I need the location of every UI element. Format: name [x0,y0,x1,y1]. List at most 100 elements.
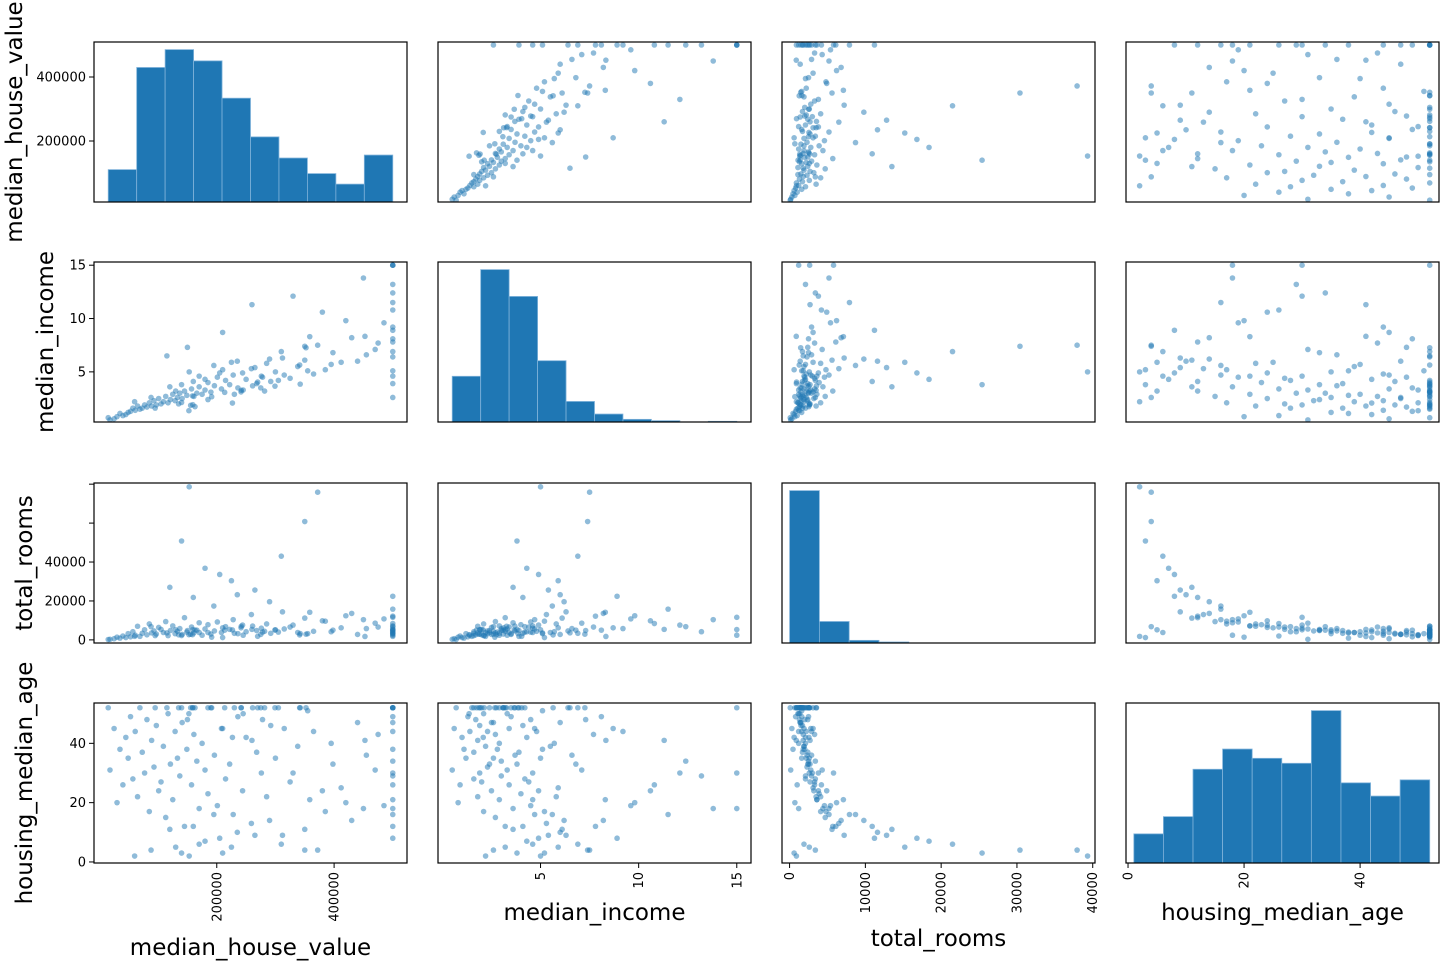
scatter-point [1206,334,1213,341]
scatter-point [474,793,481,800]
scatter-point [343,799,349,806]
panel-content [449,704,740,859]
x-tick-label: 20 [1238,872,1253,889]
scatter-point [389,593,396,600]
scatter-point [883,832,890,839]
scatter-point [179,395,185,402]
scatter-point [1235,47,1242,53]
scatter-point [537,153,544,159]
scatter-point [584,847,591,853]
scatter-point [539,88,546,95]
scatter-point [841,355,847,361]
scatter-point [1154,359,1160,366]
panel-content [449,42,740,202]
scatter-point [801,396,807,403]
scatter-point [471,183,477,190]
panel-frame [781,702,1096,864]
scatter-point [181,388,188,394]
scatter-point [130,776,136,782]
scatter-point [1218,616,1224,623]
scatter-point [389,373,396,379]
scatter-point [710,805,717,812]
scatter-point [1017,847,1023,853]
scatter-point [575,704,581,711]
scatter-point [567,630,573,636]
scatter-point [793,398,800,405]
panel-frame [781,482,1096,644]
scatter-point [1397,631,1404,638]
scatter-point [1206,109,1213,115]
scatter-point [803,755,810,761]
scatter-point [807,119,813,125]
scatter-point [1386,329,1392,336]
scatter-point [551,628,558,635]
scatter-point [840,87,847,94]
scatter-point [801,143,807,149]
scatter-point [319,309,326,315]
scatter-point [795,387,802,393]
scatter-point [1386,135,1392,141]
scatter-point [228,844,235,850]
scatter-point [802,405,809,411]
scatter-point [871,42,878,48]
scatter-point [822,393,828,400]
scatter-point [1084,153,1091,159]
scatter-point [1363,119,1369,125]
scatter-point [598,627,605,633]
scatter-point [492,731,499,738]
panel-frame [437,41,752,203]
scatter-point [152,632,158,639]
scatter-point [631,612,638,619]
scatter-point [514,850,520,856]
scatter-point [330,349,336,356]
scatter-point [389,805,396,812]
scatter-point [535,571,542,578]
scatter-point [301,847,308,853]
scatter-point [1426,159,1433,165]
scatter-point [226,626,233,633]
scatter-point [510,619,516,626]
scatter-point [304,707,311,714]
scatter-point [187,402,194,409]
scatter-point [1229,275,1236,281]
scatter-point [1241,317,1247,324]
scatter-point [567,165,573,171]
scatter-point [1171,327,1178,334]
scatter-point [1426,180,1433,186]
scatter-point [240,632,246,639]
scatter-point [807,725,814,732]
scatter-point [461,746,467,753]
scatter-point [1316,74,1323,81]
scatter-point [559,90,565,96]
scatter-point [1403,154,1410,160]
scatter-point [800,165,807,171]
scatter-point [389,336,396,342]
panel-frame [93,261,408,423]
scatter-point [496,630,503,637]
scatter-point [278,348,285,355]
scatter-point [817,400,824,406]
scatter-point [218,386,225,392]
scatter-point [811,50,818,56]
scatter-point [1409,408,1416,415]
scatter-point [1328,159,1334,166]
scatter-point [575,841,581,847]
scatter-point [823,366,829,373]
scatter-point [186,710,192,717]
scatter-point [812,394,819,401]
scatter-point [322,808,329,815]
scatter-point [1334,139,1340,146]
scatter-point [476,770,483,776]
scatter-point [1148,518,1155,525]
scatter-point [833,67,840,74]
scatter-point [561,817,567,824]
panel-frame [1125,702,1440,864]
scatter-point [111,725,117,732]
scatter-point [677,96,683,103]
scatter-point [614,593,620,600]
scatter-point [541,850,548,856]
scatter-point [1397,358,1404,365]
panel-content [105,262,396,422]
scatter-point [1368,411,1375,418]
scatter-point [1189,384,1195,390]
